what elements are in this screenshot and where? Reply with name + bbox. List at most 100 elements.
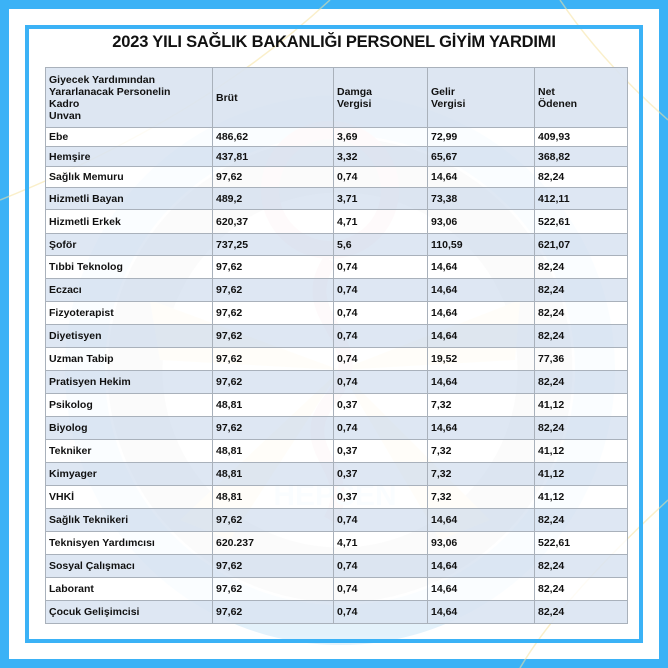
- cell-income-tax: 14,64: [427, 301, 535, 325]
- cell-net-paid: 82,24: [534, 577, 628, 601]
- cell-title: Fizyoterapist: [45, 301, 213, 325]
- cell-income-tax: 110,59: [427, 233, 535, 256]
- cell-net-paid: 82,24: [534, 166, 628, 188]
- cell-stamp-tax: 0,74: [333, 301, 428, 325]
- cell-title: Tekniker: [45, 439, 213, 463]
- cell-net-paid: 41,12: [534, 393, 628, 417]
- cell-gross: 486,62: [212, 127, 334, 147]
- cell-stamp-tax: 0,74: [333, 347, 428, 371]
- header-gross: Brüt: [212, 67, 334, 128]
- table-row: Ebe 486,62 3,69 72,99 409,93: [45, 127, 628, 147]
- cell-title: Diyetisyen: [45, 324, 213, 348]
- table-row: Eczacı 97,62 0,74 14,64 82,24: [45, 278, 628, 302]
- cell-income-tax: 14,64: [427, 508, 535, 532]
- cell-income-tax: 14,64: [427, 255, 535, 279]
- cell-stamp-tax: 0,74: [333, 166, 428, 188]
- cell-income-tax: 14,64: [427, 416, 535, 440]
- cell-title: Hemşire: [45, 146, 213, 167]
- cell-gross: 97,62: [212, 600, 334, 624]
- table-row: Hizmetli Bayan 489,2 3,71 73,38 412,11: [45, 187, 628, 210]
- header-net-paid: Net Ödenen: [534, 67, 628, 128]
- table-row: Hizmetli Erkek 620,37 4,71 93,06 522,61: [45, 209, 628, 234]
- cell-stamp-tax: 0,74: [333, 416, 428, 440]
- cell-stamp-tax: 0,74: [333, 508, 428, 532]
- cell-title: Hizmetli Bayan: [45, 187, 213, 210]
- table-header-row: Giyecek Yardımından Yararlanacak Persone…: [45, 67, 628, 128]
- cell-net-paid: 82,24: [534, 255, 628, 279]
- cell-title: Sağlık Teknikeri: [45, 508, 213, 532]
- table-row: Tekniker 48,81 0,37 7,32 41,12: [45, 439, 628, 463]
- table-row: Çocuk Gelişimcisi 97,62 0,74 14,64 82,24: [45, 600, 628, 624]
- cell-gross: 97,62: [212, 255, 334, 279]
- cell-stamp-tax: 0,74: [333, 600, 428, 624]
- table-row: Uzman Tabip 97,62 0,74 19,52 77,36: [45, 347, 628, 371]
- cell-gross: 97,62: [212, 508, 334, 532]
- table-row: Tıbbi Teknolog 97,62 0,74 14,64 82,24: [45, 255, 628, 279]
- cell-income-tax: 7,32: [427, 439, 535, 463]
- cell-gross: 620.237: [212, 531, 334, 555]
- cell-net-paid: 82,24: [534, 600, 628, 624]
- cell-stamp-tax: 4,71: [333, 209, 428, 234]
- table-row: Hemşire 437,81 3,32 65,67 368,82: [45, 146, 628, 167]
- cell-net-paid: 409,93: [534, 127, 628, 147]
- table-row: Kimyager 48,81 0,37 7,32 41,12: [45, 462, 628, 486]
- cell-net-paid: 82,24: [534, 324, 628, 348]
- cell-gross: 97,62: [212, 347, 334, 371]
- cell-title: Çocuk Gelişimcisi: [45, 600, 213, 624]
- cell-gross: 97,62: [212, 301, 334, 325]
- cell-income-tax: 14,64: [427, 166, 535, 188]
- cell-income-tax: 7,32: [427, 462, 535, 486]
- cell-income-tax: 72,99: [427, 127, 535, 147]
- table-row: Sosyal Çalışmacı 97,62 0,74 14,64 82,24: [45, 554, 628, 578]
- cell-stamp-tax: 3,69: [333, 127, 428, 147]
- cell-income-tax: 14,64: [427, 324, 535, 348]
- table-row: Teknisyen Yardımcısı 620.237 4,71 93,06 522,…: [45, 531, 628, 555]
- cell-gross: 97,62: [212, 554, 334, 578]
- cell-income-tax: 14,64: [427, 577, 535, 601]
- cell-gross: 620,37: [212, 209, 334, 234]
- cell-income-tax: 19,52: [427, 347, 535, 371]
- cell-gross: 737,25: [212, 233, 334, 256]
- cell-income-tax: 14,64: [427, 370, 535, 394]
- cell-net-paid: 77,36: [534, 347, 628, 371]
- cell-net-paid: 82,24: [534, 554, 628, 578]
- inner-frame: [25, 25, 643, 643]
- cell-title: Ebe: [45, 127, 213, 147]
- cell-stamp-tax: 0,74: [333, 324, 428, 348]
- cell-title: Sağlık Memuru: [45, 166, 213, 188]
- cell-stamp-tax: 0,74: [333, 554, 428, 578]
- table-row: Sağlık Teknikeri 97,62 0,74 14,64 82,24: [45, 508, 628, 532]
- cell-stamp-tax: 0,37: [333, 439, 428, 463]
- cell-income-tax: 73,38: [427, 187, 535, 210]
- cell-net-paid: 41,12: [534, 485, 628, 509]
- cell-gross: 437,81: [212, 146, 334, 167]
- cell-gross: 48,81: [212, 439, 334, 463]
- table-row: VHKİ 48,81 0,37 7,32 41,12: [45, 485, 628, 509]
- cell-stamp-tax: 0,74: [333, 577, 428, 601]
- cell-net-paid: 82,24: [534, 278, 628, 302]
- table-row: Sağlık Memuru 97,62 0,74 14,64 82,24: [45, 166, 628, 188]
- cell-net-paid: 522,61: [534, 209, 628, 234]
- header-stamp-tax: Damga Vergisi: [333, 67, 428, 128]
- allowance-table: Giyecek Yardımından Yararlanacak Persone…: [45, 67, 628, 624]
- cell-net-paid: 412,11: [534, 187, 628, 210]
- cell-net-paid: 82,24: [534, 508, 628, 532]
- table-row: Pratisyen Hekim 97,62 0,74 14,64 82,24: [45, 370, 628, 394]
- cell-gross: 97,62: [212, 370, 334, 394]
- cell-title: Psikolog: [45, 393, 213, 417]
- cell-title: VHKİ: [45, 485, 213, 509]
- cell-income-tax: 14,64: [427, 600, 535, 624]
- cell-net-paid: 82,24: [534, 301, 628, 325]
- cell-stamp-tax: 0,37: [333, 393, 428, 417]
- cell-net-paid: 368,82: [534, 146, 628, 167]
- cell-net-paid: 41,12: [534, 439, 628, 463]
- cell-stamp-tax: 0,37: [333, 485, 428, 509]
- cell-stamp-tax: 3,32: [333, 146, 428, 167]
- cell-gross: 97,62: [212, 166, 334, 188]
- cell-gross: 489,2: [212, 187, 334, 210]
- cell-income-tax: 14,64: [427, 278, 535, 302]
- cell-income-tax: 14,64: [427, 554, 535, 578]
- cell-title: Teknisyen Yardımcısı: [45, 531, 213, 555]
- cell-income-tax: 65,67: [427, 146, 535, 167]
